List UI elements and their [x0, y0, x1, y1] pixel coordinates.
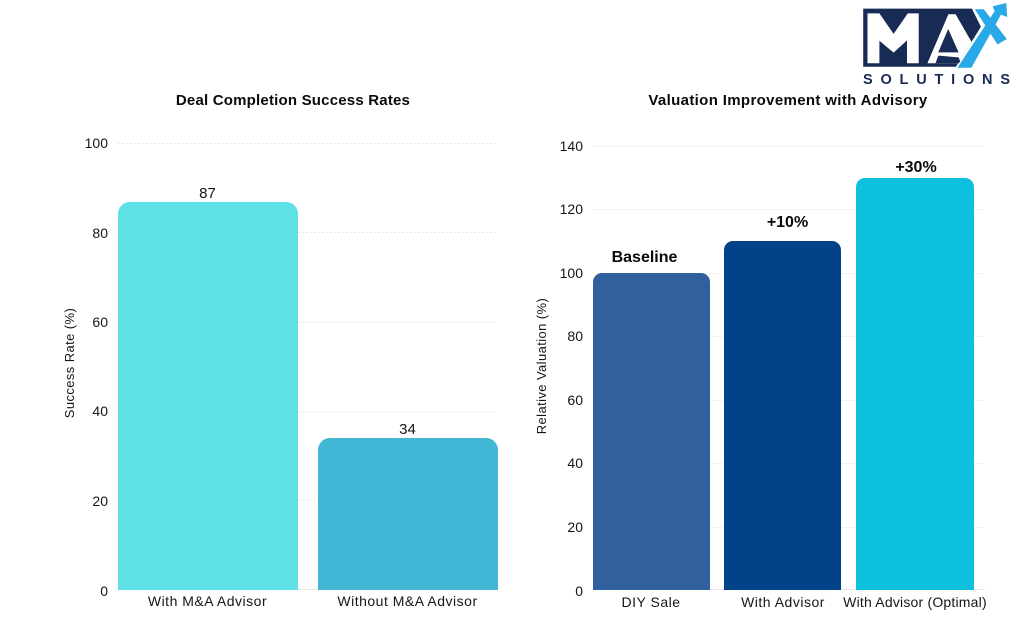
svg-text:SOLUTIONS: SOLUTIONS: [863, 72, 1018, 88]
